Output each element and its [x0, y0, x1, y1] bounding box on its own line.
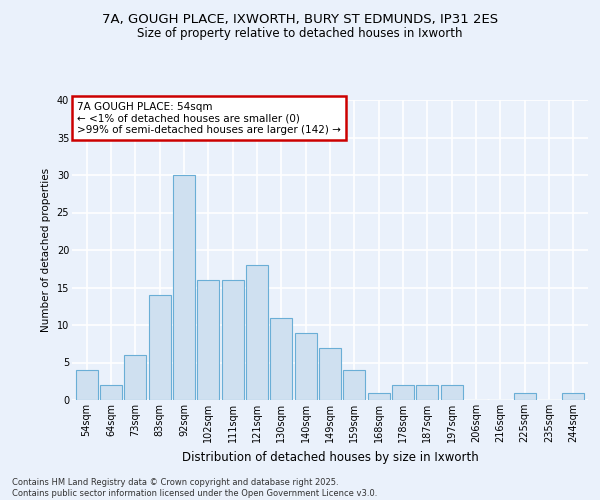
Bar: [173, 175, 195, 400]
Y-axis label: Number of detached properties: Number of detached properties: [41, 168, 51, 332]
Bar: [416, 385, 439, 400]
Text: Contains HM Land Registry data © Crown copyright and database right 2025.
Contai: Contains HM Land Registry data © Crown c…: [12, 478, 377, 498]
Bar: [441, 385, 463, 400]
X-axis label: Distribution of detached houses by size in Ixworth: Distribution of detached houses by size …: [182, 450, 478, 464]
Text: 7A GOUGH PLACE: 54sqm
← <1% of detached houses are smaller (0)
>99% of semi-deta: 7A GOUGH PLACE: 54sqm ← <1% of detached …: [77, 102, 341, 134]
Bar: [124, 355, 146, 400]
Bar: [319, 348, 341, 400]
Text: Size of property relative to detached houses in Ixworth: Size of property relative to detached ho…: [137, 28, 463, 40]
Bar: [197, 280, 219, 400]
Bar: [76, 370, 98, 400]
Bar: [368, 392, 389, 400]
Bar: [392, 385, 414, 400]
Bar: [100, 385, 122, 400]
Text: 7A, GOUGH PLACE, IXWORTH, BURY ST EDMUNDS, IP31 2ES: 7A, GOUGH PLACE, IXWORTH, BURY ST EDMUND…: [102, 12, 498, 26]
Bar: [514, 392, 536, 400]
Bar: [343, 370, 365, 400]
Bar: [295, 332, 317, 400]
Bar: [246, 265, 268, 400]
Bar: [221, 280, 244, 400]
Bar: [271, 318, 292, 400]
Bar: [149, 295, 170, 400]
Bar: [562, 392, 584, 400]
